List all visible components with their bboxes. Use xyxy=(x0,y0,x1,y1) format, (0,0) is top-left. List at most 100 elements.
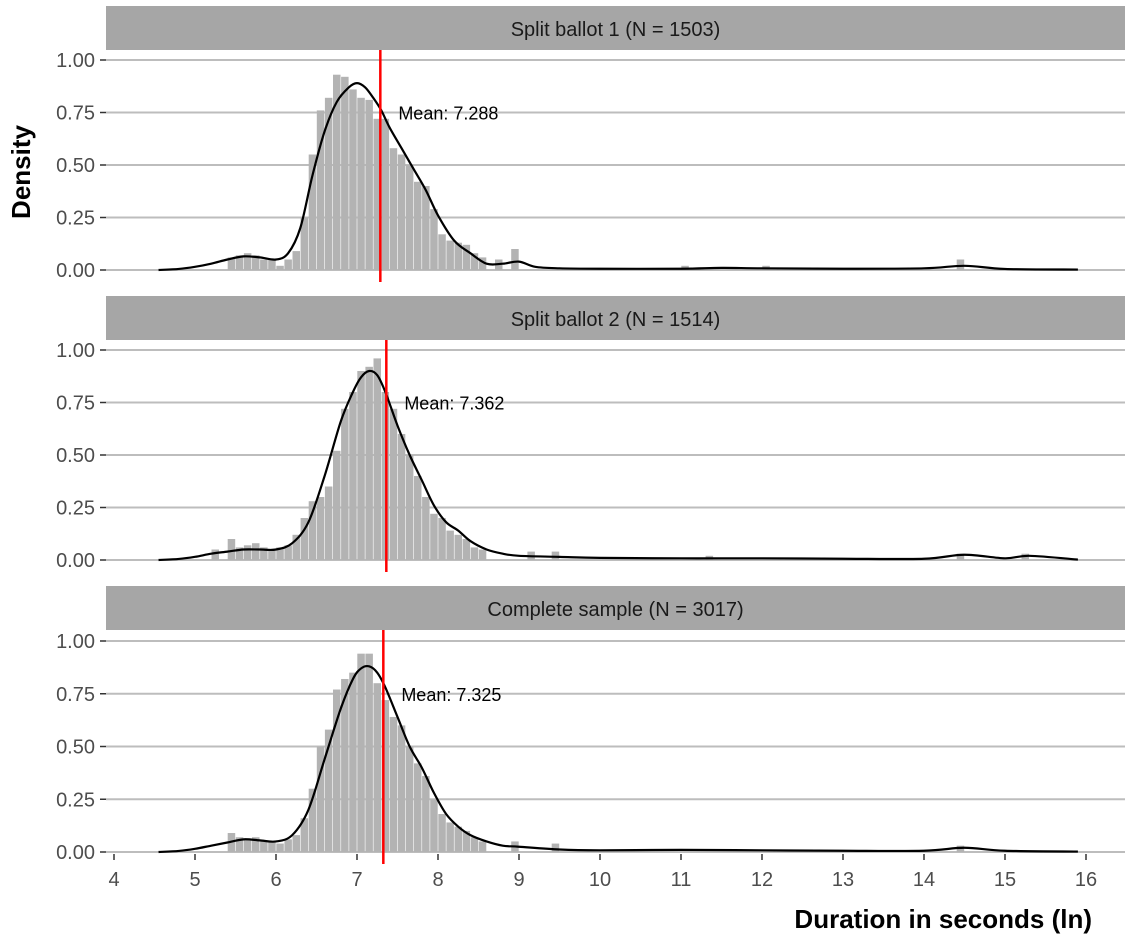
histogram-bar xyxy=(381,118,390,270)
histogram-bar xyxy=(316,110,325,271)
histogram-bar xyxy=(397,434,406,560)
histogram-bar xyxy=(365,99,373,271)
histogram-bar xyxy=(284,545,292,560)
x-tick-label: 4 xyxy=(108,869,119,891)
x-tick-label: 6 xyxy=(270,869,281,891)
histogram-bar xyxy=(243,253,252,270)
x-tick-label: 10 xyxy=(589,869,611,891)
density-curve xyxy=(158,81,1078,272)
histogram-bar xyxy=(252,543,260,560)
histogram-bar xyxy=(341,76,349,270)
mean-label: Mean: 7.325 xyxy=(401,685,501,705)
histogram-bar xyxy=(389,716,398,852)
histogram-bar xyxy=(551,843,560,852)
y-tick-label: 0.75 xyxy=(56,393,95,415)
histogram-bar xyxy=(454,826,462,852)
y-tick-label: 1.00 xyxy=(56,340,95,362)
x-tick-label: 16 xyxy=(1075,869,1097,891)
histogram-bar xyxy=(260,841,268,852)
x-tick-label: 15 xyxy=(994,869,1016,891)
histogram-bar xyxy=(422,186,430,270)
histogram-bar xyxy=(268,549,276,560)
y-tick-label: 0.50 xyxy=(56,155,95,177)
x-tick-label: 5 xyxy=(189,869,200,891)
histogram-bar xyxy=(454,534,462,560)
histogram-bar xyxy=(357,653,365,852)
histogram-bar xyxy=(430,209,438,270)
x-axis: 4 5 6 7 8 9 10 11 12 13 14 15 16 xyxy=(108,854,1097,891)
histogram-bar xyxy=(446,240,454,270)
x-tick-label: 13 xyxy=(832,869,854,891)
histogram-bar xyxy=(397,725,406,852)
histogram-bar xyxy=(405,455,414,560)
histogram-bar xyxy=(478,257,487,270)
y-tick-label: 0.25 xyxy=(56,498,95,520)
facet-strip-label: Complete sample (N = 3017) xyxy=(487,599,743,621)
histogram-bar xyxy=(397,154,406,270)
histogram-bar xyxy=(470,547,479,560)
histogram-bar xyxy=(252,837,260,852)
histogram-bar xyxy=(357,371,365,560)
facet-strip xyxy=(106,6,1125,50)
histogram-bar xyxy=(389,408,398,560)
histogram-bar xyxy=(462,539,471,560)
histogram-bar xyxy=(365,366,373,560)
y-axis-title: Density xyxy=(6,125,36,219)
histogram-bar xyxy=(235,255,244,270)
histogram-bar xyxy=(414,763,422,852)
panels-layer: Split ballot 1 (N = 1503) 0.00 0.25 0.50 0.7… xyxy=(56,6,1125,864)
histogram-bar xyxy=(405,165,414,270)
histogram-bar xyxy=(211,549,219,560)
mean-label: Mean: 7.288 xyxy=(398,104,498,124)
histogram-bar xyxy=(511,249,519,270)
histogram-bar xyxy=(276,265,284,270)
histogram-bar xyxy=(422,776,430,852)
histogram-bar xyxy=(341,408,349,560)
x-tick-label: 12 xyxy=(751,869,773,891)
x-tick-label: 7 xyxy=(351,869,362,891)
histogram-bar xyxy=(405,746,414,852)
y-tick-label: 0.25 xyxy=(56,208,95,230)
density-curve xyxy=(158,664,1078,854)
histogram-bar xyxy=(438,518,446,560)
histogram-bar xyxy=(446,822,454,852)
y-tick-label: 0.00 xyxy=(56,842,95,864)
facet-strip-label: Split ballot 2 (N = 1514) xyxy=(511,309,721,331)
histogram-bar xyxy=(430,513,438,560)
histogram-bar xyxy=(478,549,487,560)
histogram-bar xyxy=(268,259,276,270)
histogram-bar xyxy=(422,497,430,560)
facet-strip-label: Split ballot 1 (N = 1503) xyxy=(511,19,721,41)
histogram-bar xyxy=(365,653,373,852)
histogram-bar xyxy=(454,242,462,270)
histogram-bar xyxy=(243,839,252,852)
histogram-bar xyxy=(470,253,479,270)
histogram-bar xyxy=(227,257,236,270)
histogram-bar xyxy=(284,839,292,852)
facet-panel: Split ballot 1 (N = 1503) 0.00 0.25 0.50 0.7… xyxy=(56,6,1125,282)
histogram-bar xyxy=(357,97,365,270)
histogram-bar xyxy=(324,97,333,270)
histogram-bar xyxy=(414,181,422,270)
histogram-bar xyxy=(308,154,317,270)
histogram-bar xyxy=(300,518,309,560)
density-curve xyxy=(158,369,1078,562)
histogram-bar xyxy=(349,89,357,271)
y-tick-label: 0.25 xyxy=(56,789,95,811)
y-tick-label: 0.75 xyxy=(56,103,95,125)
histogram-bar xyxy=(349,672,357,852)
histogram-bar xyxy=(956,553,965,560)
histogram-bar xyxy=(324,486,333,560)
histogram-bar xyxy=(300,818,309,852)
facet-panel: Complete sample (N = 3017) 0.00 0.25 0.50 0.… xyxy=(56,586,1125,864)
x-axis-title: Duration in seconds (ln) xyxy=(794,904,1092,934)
y-tick-label: 0.50 xyxy=(56,445,95,467)
histogram-bar xyxy=(438,234,446,270)
histogram-bar xyxy=(462,830,471,852)
x-tick-label: 14 xyxy=(913,869,935,891)
histogram-bar xyxy=(316,746,325,852)
histogram-bar xyxy=(341,678,349,852)
histogram-bar xyxy=(260,547,268,560)
facet-panel: Split ballot 2 (N = 1514) 0.00 0.25 0.50 0.7… xyxy=(56,296,1125,572)
y-tick-label: 0.75 xyxy=(56,684,95,706)
